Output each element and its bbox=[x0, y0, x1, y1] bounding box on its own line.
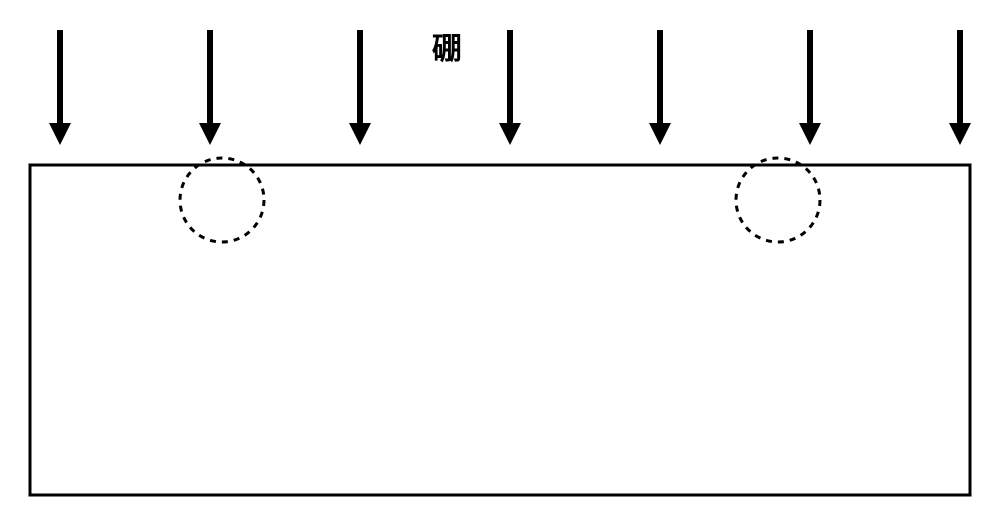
implant-arrow-4 bbox=[649, 30, 671, 145]
implant-arrow-2 bbox=[349, 30, 371, 145]
dopant-label: 硼 bbox=[432, 24, 462, 68]
implant-arrow-5 bbox=[799, 30, 821, 145]
diagram-svg bbox=[0, 0, 1000, 515]
implant-arrow-6 bbox=[949, 30, 971, 145]
wafer-frame bbox=[30, 165, 970, 495]
implant-arrow-0 bbox=[49, 30, 71, 145]
diagram-stage: 硼 bbox=[0, 0, 1000, 515]
implant-arrow-3 bbox=[499, 30, 521, 145]
implant-arrow-1 bbox=[199, 30, 221, 145]
